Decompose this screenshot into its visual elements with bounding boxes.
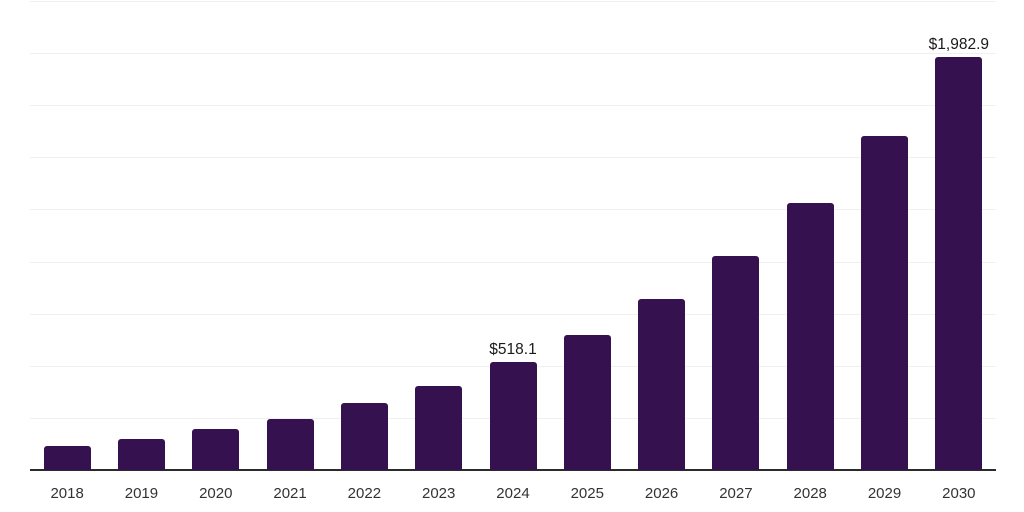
x-tick-label-2023: 2023 — [421, 485, 456, 502]
gridline-1000 — [30, 261, 996, 263]
gridline-1750 — [30, 105, 996, 107]
x-tick-label-2026: 2026 — [644, 485, 679, 502]
x-tick-label-2030: 2030 — [942, 485, 976, 502]
bar-2020 — [192, 429, 240, 470]
x-tick-label-2025: 2025 — [570, 485, 604, 502]
bar-2027 — [712, 256, 760, 470]
x-tick-label-2019: 2019 — [124, 485, 159, 502]
x-tick-label-2028: 2028 — [793, 485, 827, 502]
x-tick-label-2024: 2024 — [496, 485, 530, 502]
gridline-2000 — [30, 53, 996, 55]
x-tick-label-2022: 2022 — [347, 485, 382, 502]
bar-2023 — [415, 385, 463, 470]
gridline-750 — [30, 313, 996, 315]
bar-2021 — [266, 418, 314, 470]
bar-2030 — [935, 56, 983, 470]
bar-2025 — [563, 334, 611, 470]
bar-2029 — [861, 136, 909, 470]
gridline-1250 — [30, 209, 996, 211]
x-tick-label-2021: 2021 — [273, 485, 307, 502]
bar-2026 — [638, 299, 686, 470]
x-axis-line — [30, 469, 996, 471]
bar-2022 — [340, 403, 388, 470]
x-tick-label-2020: 2020 — [199, 485, 233, 502]
x-tick-label-2018: 2018 — [50, 485, 84, 502]
bar-2024 — [489, 362, 537, 470]
bar-value-label-2030: $1,982.9 — [928, 35, 990, 53]
x-tick-label-2027: 2027 — [719, 485, 753, 502]
x-tick-label-2029: 2029 — [867, 485, 902, 502]
bar-2018 — [43, 446, 91, 470]
gridline-1500 — [30, 157, 996, 159]
bar-value-label-2024: $518.1 — [489, 341, 537, 358]
gridline-2250 — [30, 1, 996, 2]
bar-2019 — [117, 438, 165, 470]
bar-2028 — [786, 203, 834, 470]
